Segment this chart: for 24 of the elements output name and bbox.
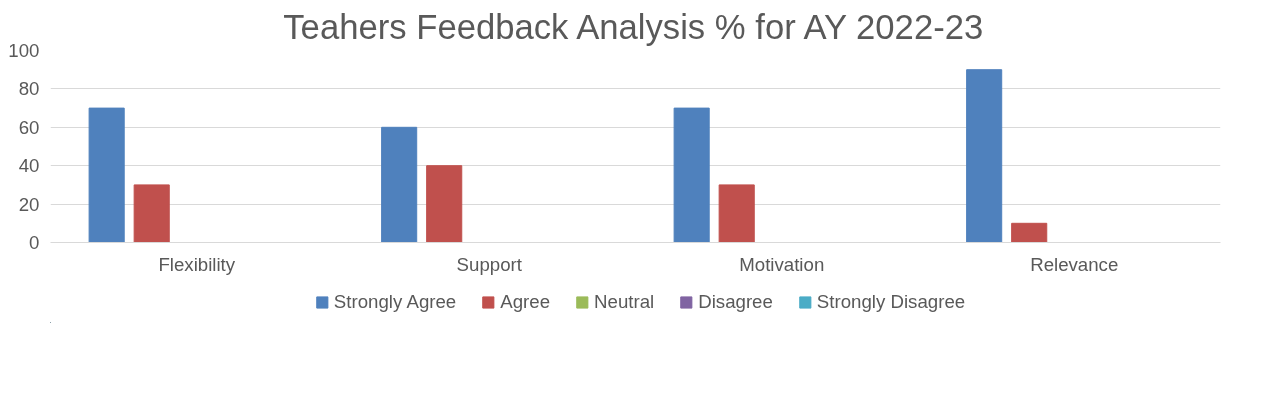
x-tick-label: Flexibility [158, 253, 236, 275]
legend-label: Neutral [594, 291, 655, 313]
bar [966, 69, 1003, 243]
x-tick-label: Motivation [739, 253, 825, 275]
bar [88, 107, 125, 243]
y-tick-label: 80 [18, 78, 40, 100]
legend-label: Agree [500, 291, 551, 313]
bar [718, 184, 755, 243]
y-tick-label: 40 [18, 155, 40, 177]
x-tick-label: Support [456, 253, 523, 275]
y-tick-label: 0 [29, 232, 40, 253]
bar [133, 184, 170, 243]
y-tick-label: 100 [8, 40, 40, 61]
bar [426, 165, 463, 243]
legend-label: Strongly Disagree [816, 291, 966, 313]
bar [1011, 222, 1048, 243]
bar [673, 107, 710, 243]
bar [381, 126, 418, 243]
chart-title: Teahers Feedback Analysis % for AY 2022-23 [283, 7, 984, 46]
legend-label: Disagree [698, 291, 773, 313]
legend-label: Strongly Agree [333, 291, 457, 313]
y-tick-label: 20 [18, 193, 40, 215]
x-tick-label: Relevance [1030, 253, 1119, 275]
y-tick-label: 60 [18, 116, 40, 138]
